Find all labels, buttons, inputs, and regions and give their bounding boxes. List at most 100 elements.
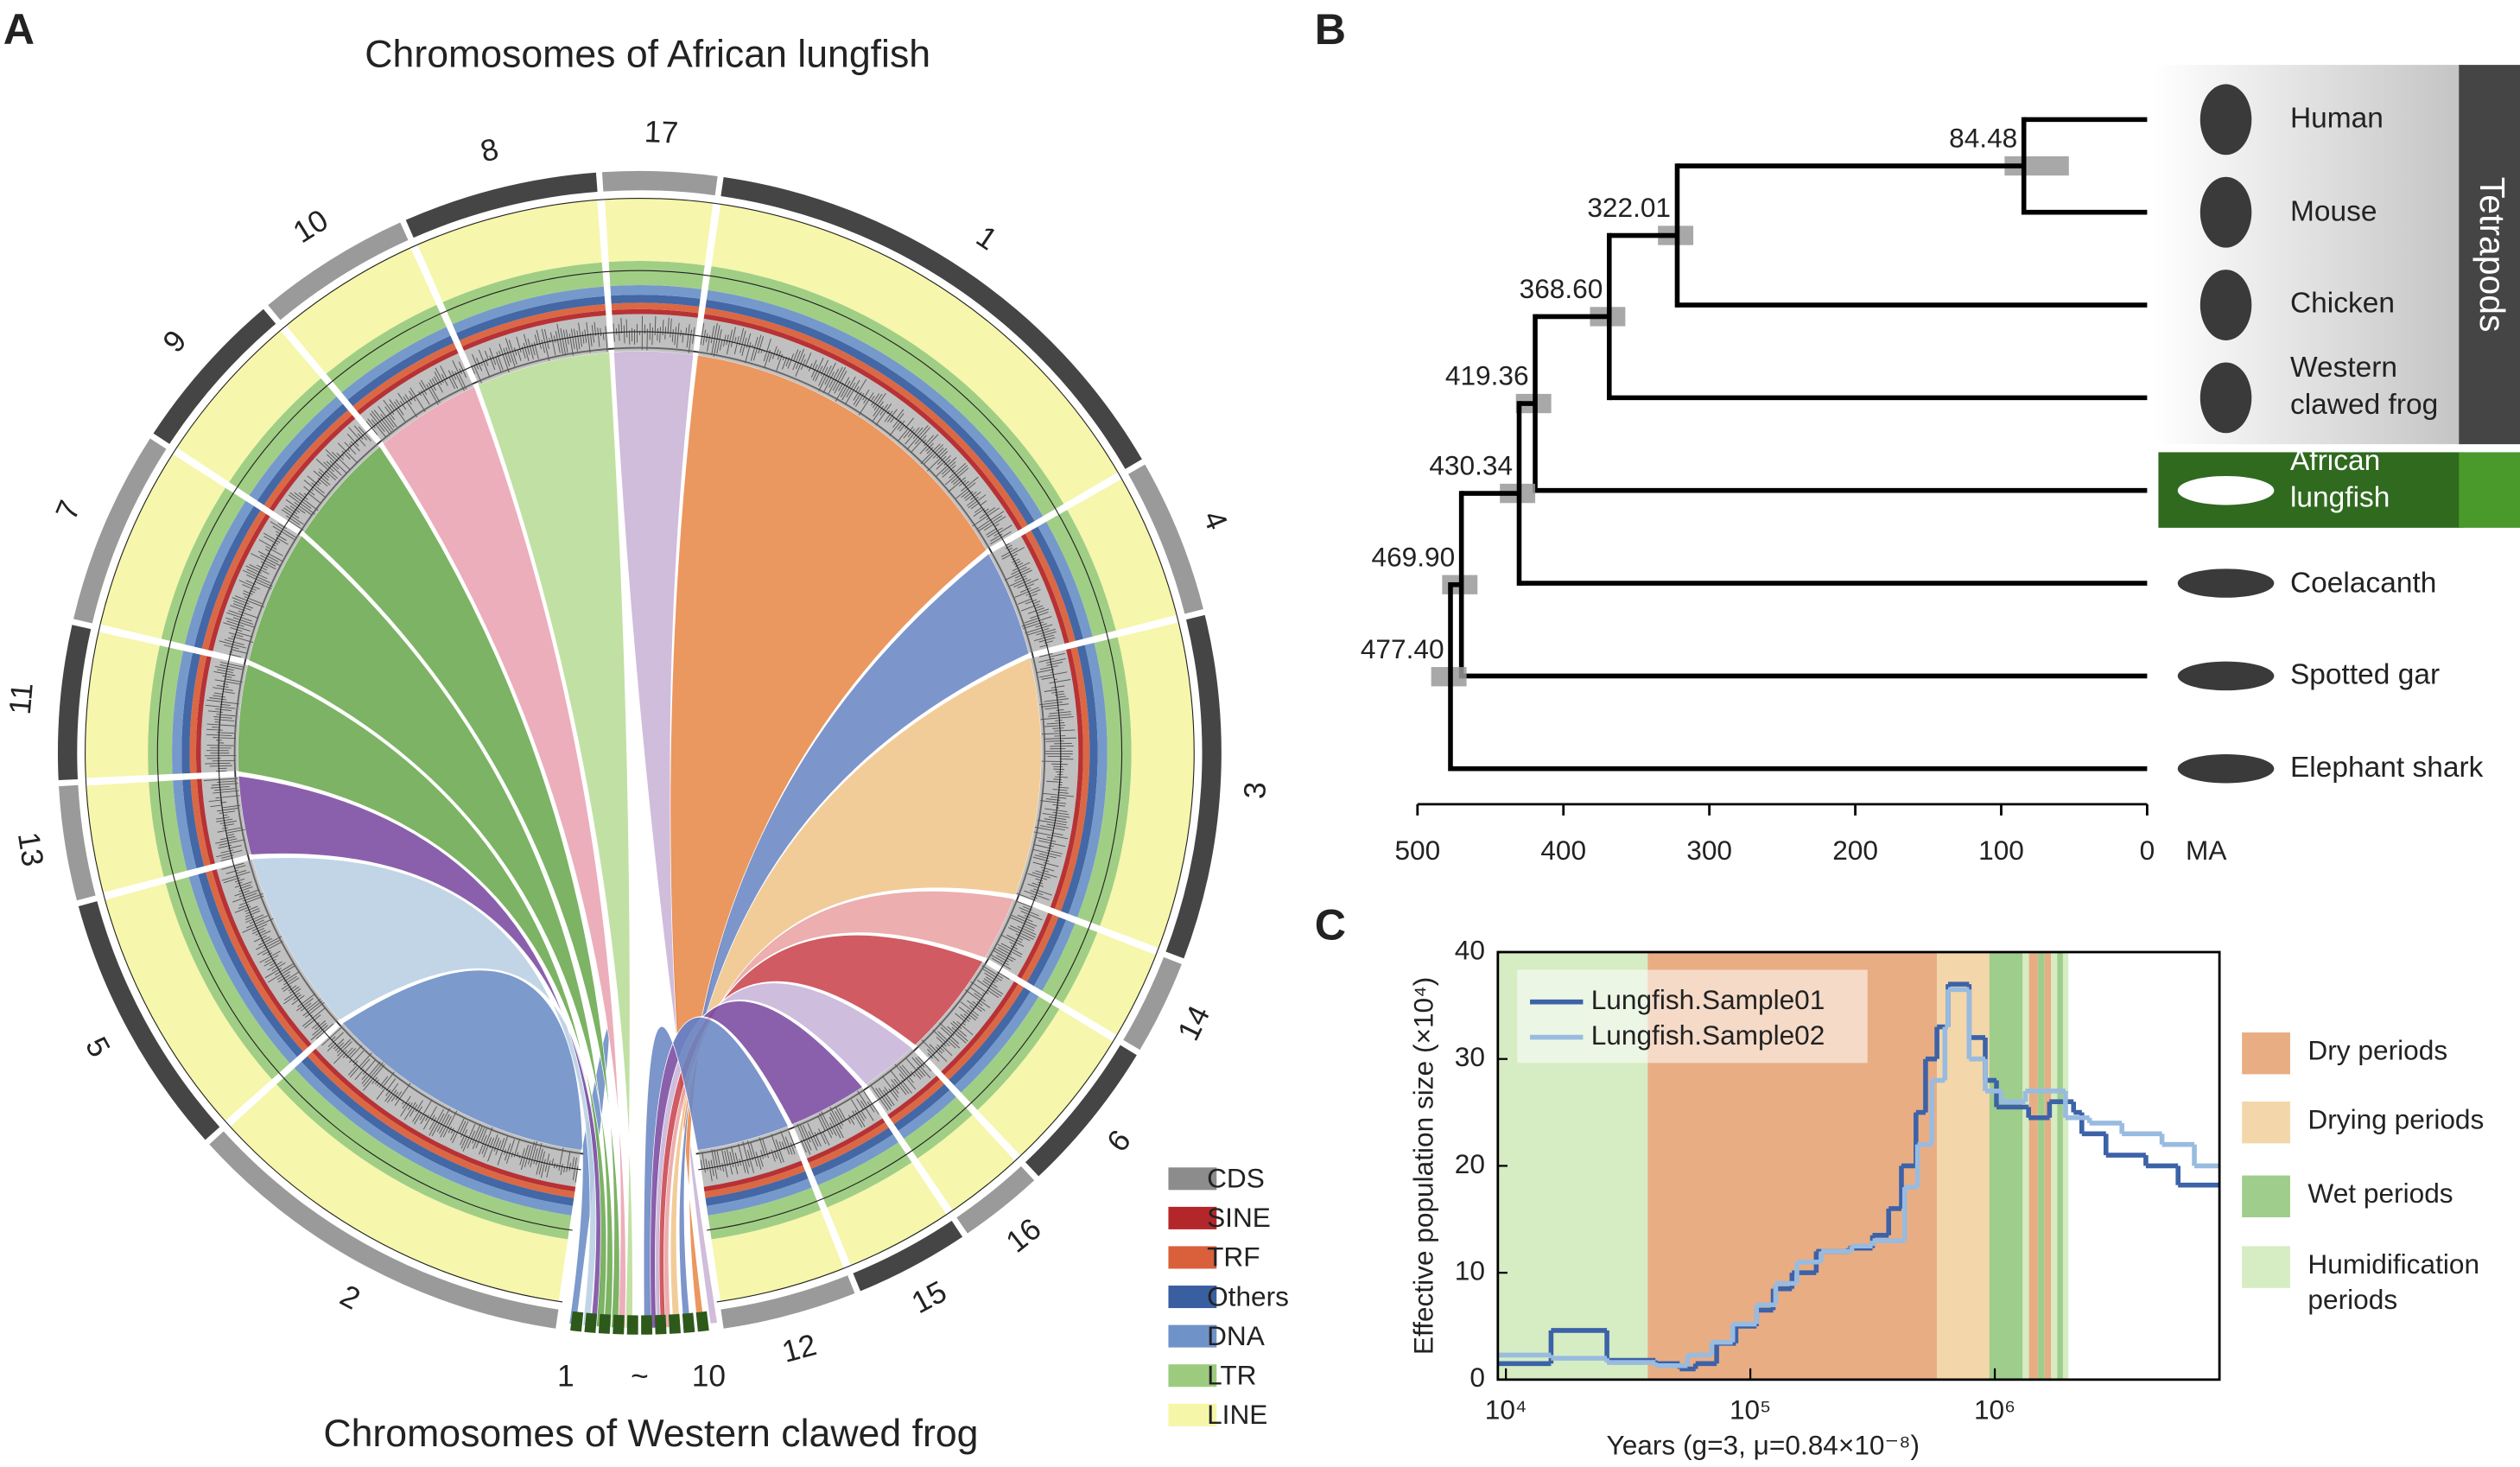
track-dna xyxy=(706,1178,812,1216)
leaf-label-box: African lungfish xyxy=(2289,443,2390,514)
ideogram xyxy=(59,784,96,901)
track-ltr xyxy=(276,1068,572,1240)
chromosome-label: 5 xyxy=(79,1032,117,1063)
track-ring xyxy=(156,270,1123,1231)
chromosome-label: 4 xyxy=(1197,506,1235,535)
track-sine xyxy=(357,348,459,416)
tetrapod-label-band xyxy=(2459,65,2520,445)
ideogram xyxy=(853,1221,963,1292)
synteny-ribbon xyxy=(478,352,633,1329)
leaf-label-box: Spotted gar xyxy=(2290,658,2440,690)
y-tick-label: 10 xyxy=(1455,1255,1485,1286)
chromosome-label: 16 xyxy=(1000,1212,1047,1260)
frog-ideogram xyxy=(641,1315,653,1335)
frog-chromosome-label: 1 xyxy=(557,1359,574,1393)
track-trf xyxy=(944,983,1025,1080)
track-others xyxy=(1031,526,1083,641)
node-age-label: 469.90 xyxy=(1372,541,1456,572)
x-tick-label: 10⁴ xyxy=(1485,1394,1527,1425)
period-swatch xyxy=(2242,1246,2290,1288)
frog-chromosome-label: ~ xyxy=(631,1359,649,1393)
leaf-label-box: Elephant shark xyxy=(2290,751,2483,783)
period-band xyxy=(2044,952,2052,1380)
track-line xyxy=(605,198,714,266)
x-tick-label: 200 xyxy=(1832,835,1878,866)
synteny-ribbon xyxy=(382,385,626,1329)
period-label-box: Wet periods xyxy=(2307,1178,2453,1210)
legend-swatch xyxy=(1168,1364,1217,1388)
track-others xyxy=(182,779,205,868)
track-trf xyxy=(890,1079,944,1125)
track-others xyxy=(949,987,1031,1086)
chromosome-label: 8 xyxy=(477,132,502,169)
node-age-label: 368.60 xyxy=(1520,273,1603,304)
chromosome-label: 12 xyxy=(778,1328,820,1369)
track-dna xyxy=(1038,521,1093,639)
species-icon xyxy=(2177,475,2275,505)
leaf-label-box: Chicken xyxy=(2290,288,2395,320)
chart-subtitle: Chromosomes of Western clawed frog xyxy=(323,1413,978,1455)
track-sine xyxy=(195,656,212,773)
track-dna xyxy=(172,651,193,774)
chromosome-label: 15 xyxy=(906,1274,952,1320)
y-tick-label: 40 xyxy=(1455,934,1485,965)
legend-label: Lungfish.Sample01 xyxy=(1591,984,1825,1015)
ideogram xyxy=(78,901,220,1140)
synteny-ribbon xyxy=(643,1017,789,1329)
panel-label: B xyxy=(1315,5,1346,54)
ideogram xyxy=(57,625,92,781)
node-ci xyxy=(2004,156,2069,176)
track-others xyxy=(810,1127,893,1177)
track-ltr xyxy=(904,1096,973,1159)
track-sine xyxy=(941,981,1019,1076)
synteny-ribbon xyxy=(238,775,602,1327)
track-others xyxy=(705,1171,809,1206)
chromosome-label: 1 xyxy=(970,219,1003,257)
legend-box xyxy=(1517,969,1868,1064)
track-ltr xyxy=(326,304,447,393)
period-band xyxy=(2022,952,2029,1380)
legend-label: LTR xyxy=(1207,1359,1256,1390)
x-tick-label: 0 xyxy=(2140,835,2155,866)
track-line xyxy=(1100,622,1195,949)
track-dna xyxy=(249,397,343,501)
ideogram xyxy=(153,308,276,444)
synteny-ribbon xyxy=(251,857,598,1327)
y-tick-label: 20 xyxy=(1455,1148,1485,1179)
y-axis-label: Effective population size (×10⁴) xyxy=(1407,977,1438,1355)
period-label: Humidification periods xyxy=(2307,1249,2480,1316)
period-swatch xyxy=(2242,1102,2290,1144)
ideogram xyxy=(268,222,409,321)
frog-ideogram xyxy=(613,1314,625,1335)
frog-ideogram xyxy=(570,1311,584,1332)
legend-swatch xyxy=(1168,1206,1217,1229)
leaf-label-box: Mouse xyxy=(2290,194,2377,226)
track-line xyxy=(230,1084,568,1302)
period-label-box: Dry periods xyxy=(2307,1036,2447,1066)
node-age-label: 322.01 xyxy=(1587,192,1671,223)
track-others xyxy=(181,652,201,774)
track-ltr xyxy=(608,261,705,289)
leaf-label: Coelacanth xyxy=(2289,565,2437,598)
track-sine xyxy=(887,1076,940,1119)
leaf-label: African lungfish xyxy=(2289,443,2390,514)
track-others xyxy=(1026,917,1067,987)
legend-label: CDS xyxy=(1207,1163,1265,1194)
y-tick-label: 0 xyxy=(1469,1362,1485,1393)
track-line xyxy=(711,204,1118,505)
synteny-ribbon xyxy=(248,535,613,1328)
legend-label: DNA xyxy=(1207,1320,1266,1351)
period-label: Drying periods xyxy=(2307,1104,2485,1136)
chart-title: Chromosomes of African lungfish xyxy=(365,34,930,76)
track-trf xyxy=(206,870,308,1052)
track-cds xyxy=(1015,649,1079,908)
ideogram xyxy=(405,172,598,238)
track-line xyxy=(100,454,225,639)
period-swatch xyxy=(2242,1175,2290,1217)
period-label: Wet periods xyxy=(2307,1178,2453,1210)
track-trf xyxy=(352,342,457,411)
track-dna xyxy=(184,500,254,647)
track-ltr xyxy=(442,262,604,325)
ideogram xyxy=(956,1165,1035,1234)
track-others xyxy=(257,403,348,505)
